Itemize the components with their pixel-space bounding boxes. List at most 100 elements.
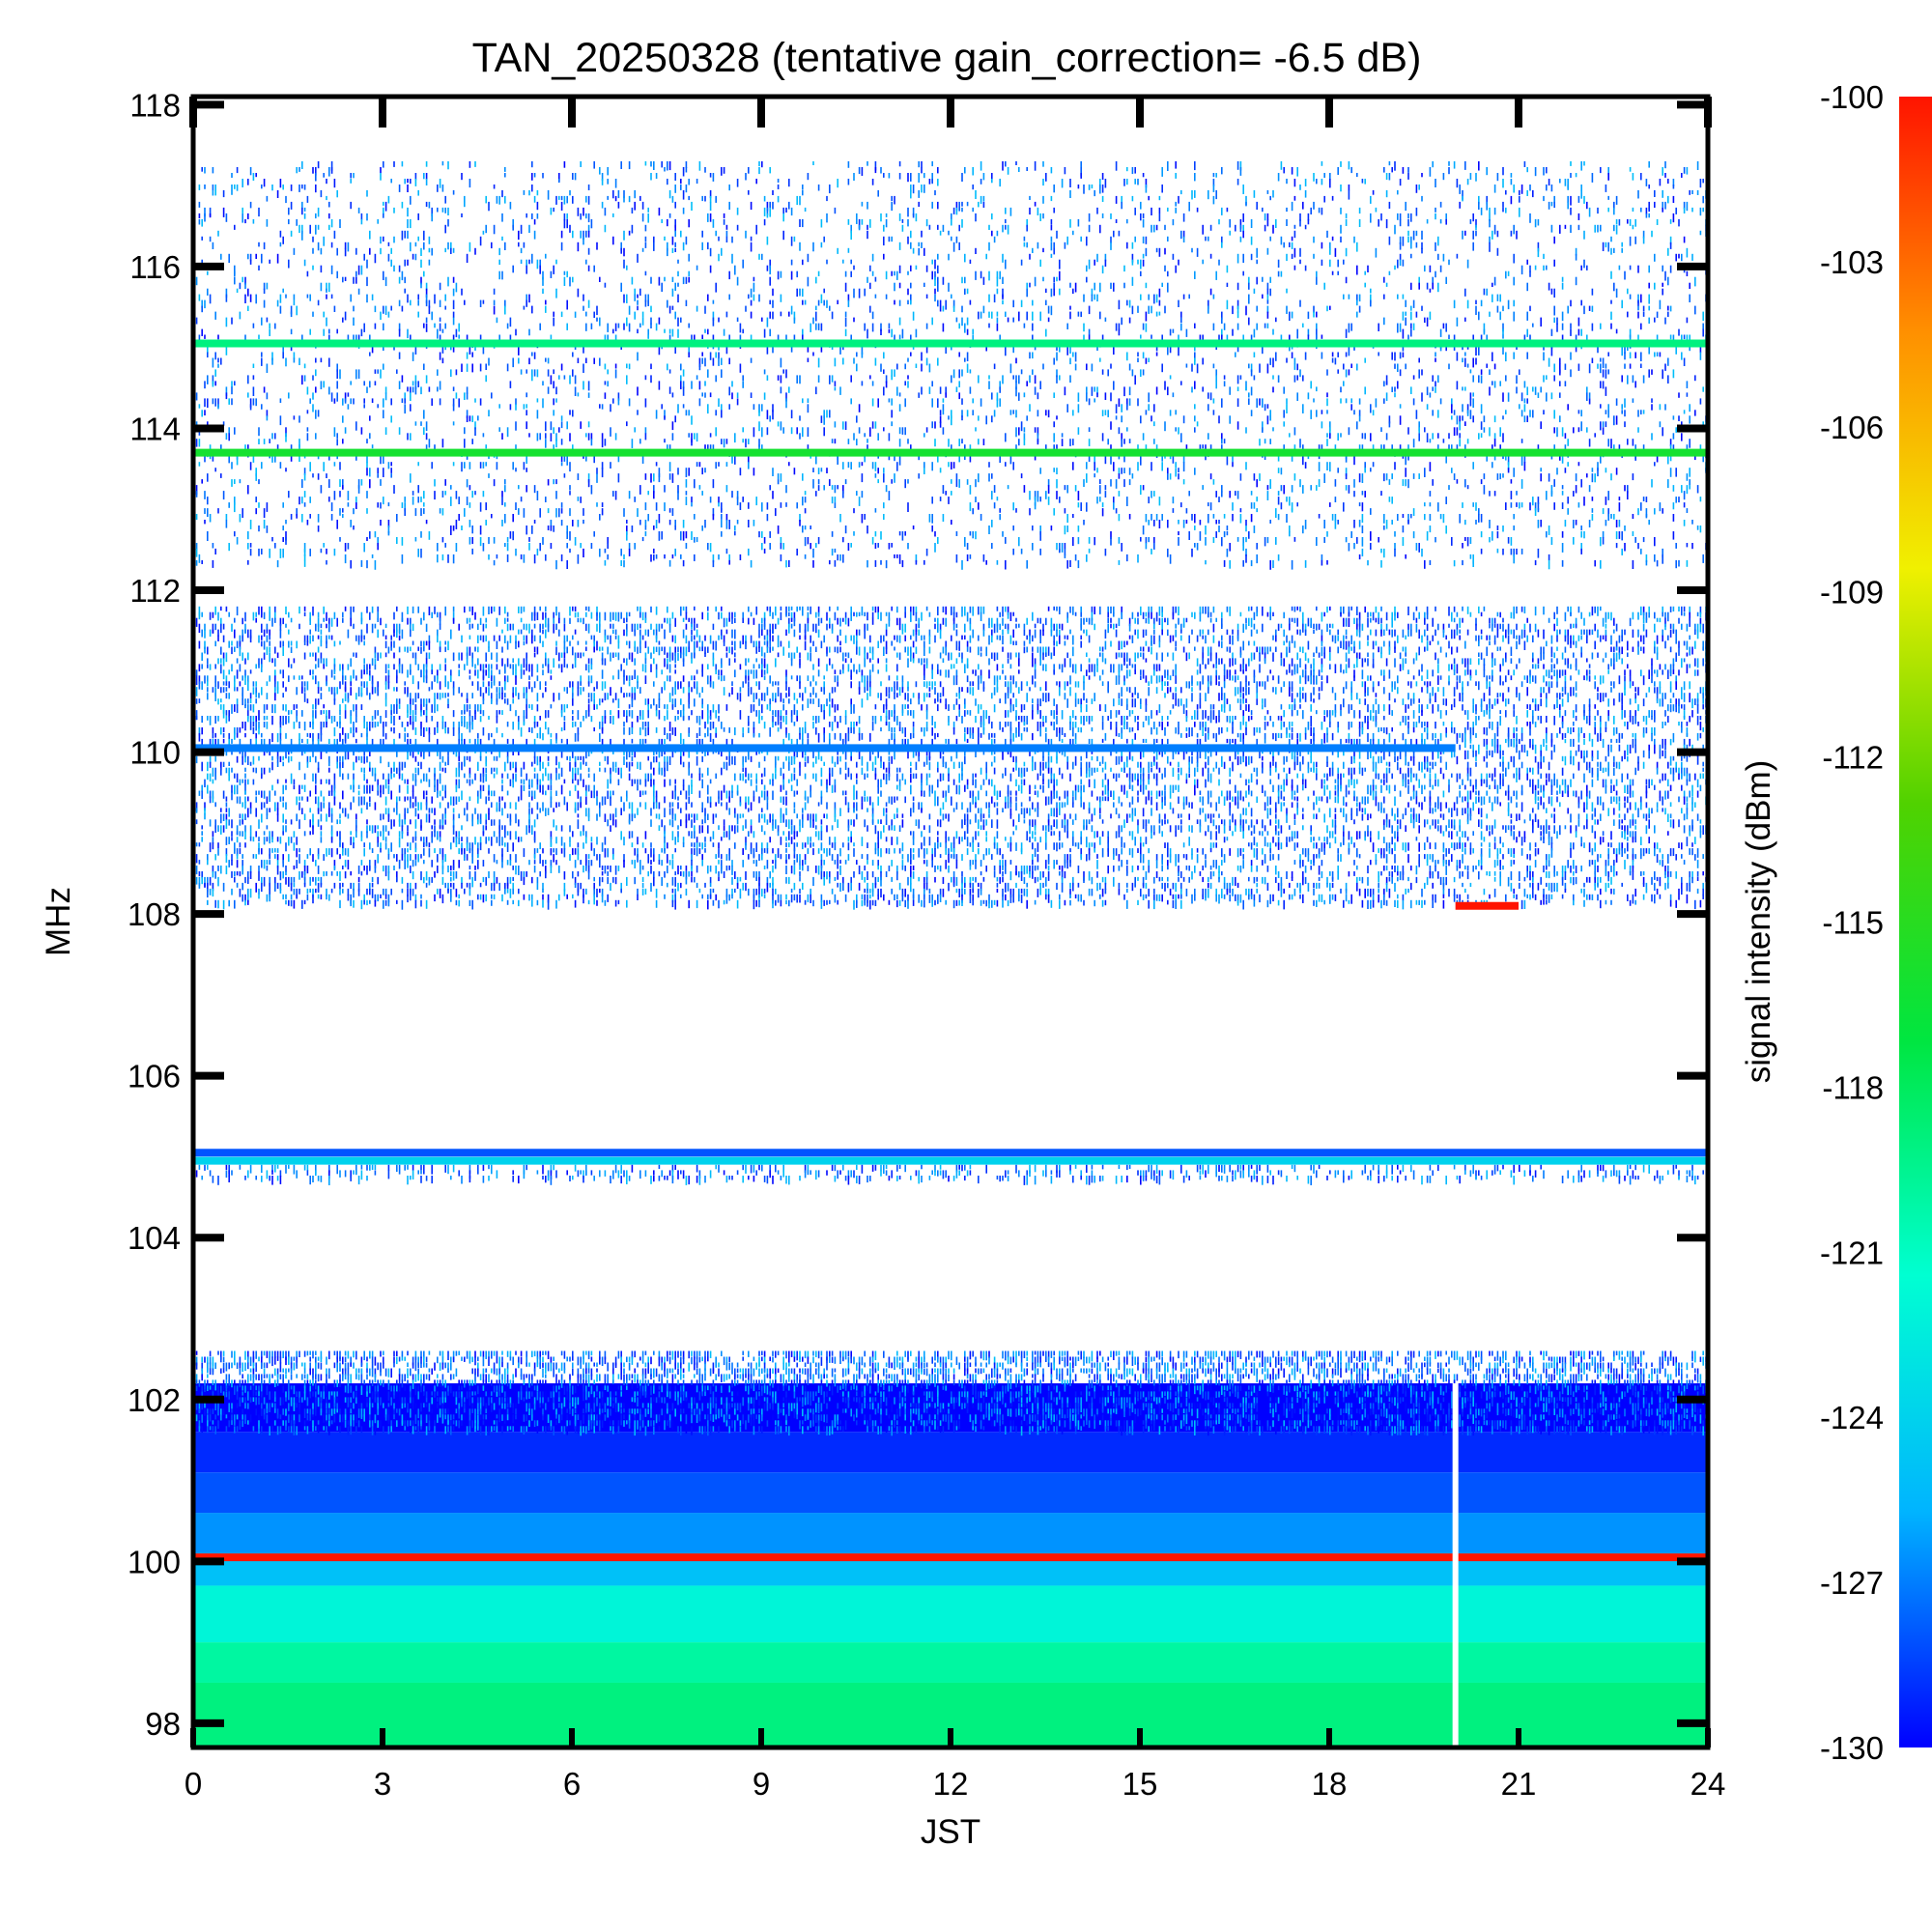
noise-speck [837,1403,838,1409]
noise-speck [374,1368,377,1378]
noise-speck [874,1391,877,1396]
noise-speck [504,1379,506,1385]
floor-band [193,1432,1708,1473]
noise-speck [1475,1420,1477,1427]
noise-speck [285,1368,287,1375]
noise-speck [1397,1397,1399,1404]
noise-speck [1469,1350,1472,1359]
noise-speck [347,1368,350,1376]
noise-speck [1383,1403,1385,1412]
noise-speck [1442,1426,1445,1436]
noise-speck [1101,1356,1104,1363]
noise-speck [891,1362,893,1369]
noise-speck [452,1374,455,1379]
noise-speck [721,1350,723,1356]
noise-speck [1299,606,1301,612]
noise-speck [1675,1420,1677,1429]
noise-speck [1289,617,1291,625]
noise-speck [1235,1408,1236,1414]
noise-speck [1056,623,1058,631]
noise-speck [685,611,688,620]
noise-speck [620,1414,622,1423]
noise-speck [996,1403,999,1410]
noise-speck [1326,1408,1328,1414]
noise-speck [377,611,379,620]
noise-speck [999,1374,1001,1378]
noise-speck [1032,1379,1034,1386]
noise-speck [1553,1426,1555,1435]
noise-speck [504,1414,506,1424]
noise-speck [1121,611,1122,619]
noise-speck [220,1414,222,1421]
noise-speck [1397,1426,1399,1435]
noise-speck [1137,1391,1139,1398]
noise-speck [296,1374,298,1378]
noise-speck [407,1374,409,1378]
noise-speck [788,1385,790,1391]
noise-speck [937,1420,939,1431]
noise-speck [1372,611,1375,621]
noise-speck [1286,1391,1288,1396]
noise-speck [969,1362,972,1367]
noise-speck [315,1379,317,1390]
noise-speck [1134,1374,1136,1381]
noise-speck [728,1420,730,1429]
noise-speck [477,623,479,630]
noise-speck [1191,1403,1193,1408]
noise-speck [1686,623,1689,632]
noise-speck [1694,1385,1696,1391]
noise-speck [1662,1350,1663,1358]
noise-speck [360,1403,363,1411]
noise-speck [360,1362,363,1368]
noise-speck [856,1379,858,1386]
noise-speck [820,1374,823,1382]
noise-speck [807,1379,810,1385]
noise-speck [1185,1391,1188,1397]
noise-speck [661,1397,663,1404]
noise-speck [980,1350,982,1359]
noise-speck [1099,1374,1101,1382]
noise-speck [1394,611,1396,621]
noise-speck [1145,1385,1148,1391]
noise-speck [1229,1414,1231,1421]
noise-speck [1505,1362,1507,1371]
noise-speck [420,1356,422,1364]
noise-speck [1194,611,1196,619]
noise-speck [682,1356,685,1365]
noise-speck [668,1391,671,1399]
noise-speck [721,606,723,611]
noise-speck [904,1403,906,1410]
noise-speck [939,1403,942,1413]
noise-speck [353,1362,355,1369]
noise-speck [410,1420,412,1427]
noise-speck [1397,1374,1399,1382]
noise-speck [1340,1408,1342,1415]
noise-speck [644,1408,647,1417]
noise-speck [942,1414,945,1422]
noise-speck [1577,1350,1580,1356]
noise-speck [815,1391,817,1397]
noise-speck [355,1350,357,1360]
noise-speck [590,1420,593,1430]
noise-speck [1683,606,1686,612]
noise-speck [952,617,955,625]
noise-speck [1642,1426,1645,1434]
noise-speck [1613,1414,1615,1420]
noise-speck [493,1362,496,1372]
noise-speck [883,1368,885,1377]
noise-speck [991,1403,993,1408]
noise-speck [901,1379,904,1385]
noise-speck [864,1414,866,1421]
noise-speck [668,1356,671,1365]
noise-speck [1037,1420,1039,1426]
noise-speck [479,1403,482,1411]
noise-speck [707,1426,709,1436]
noise-speck [207,1408,209,1414]
noise-speck [383,1426,384,1435]
noise-speck [1167,1385,1169,1394]
noise-speck [923,1356,925,1363]
noise-speck [682,617,685,622]
noise-speck [274,1397,276,1403]
noise-speck [1283,1420,1285,1430]
noise-speck [249,1374,252,1381]
